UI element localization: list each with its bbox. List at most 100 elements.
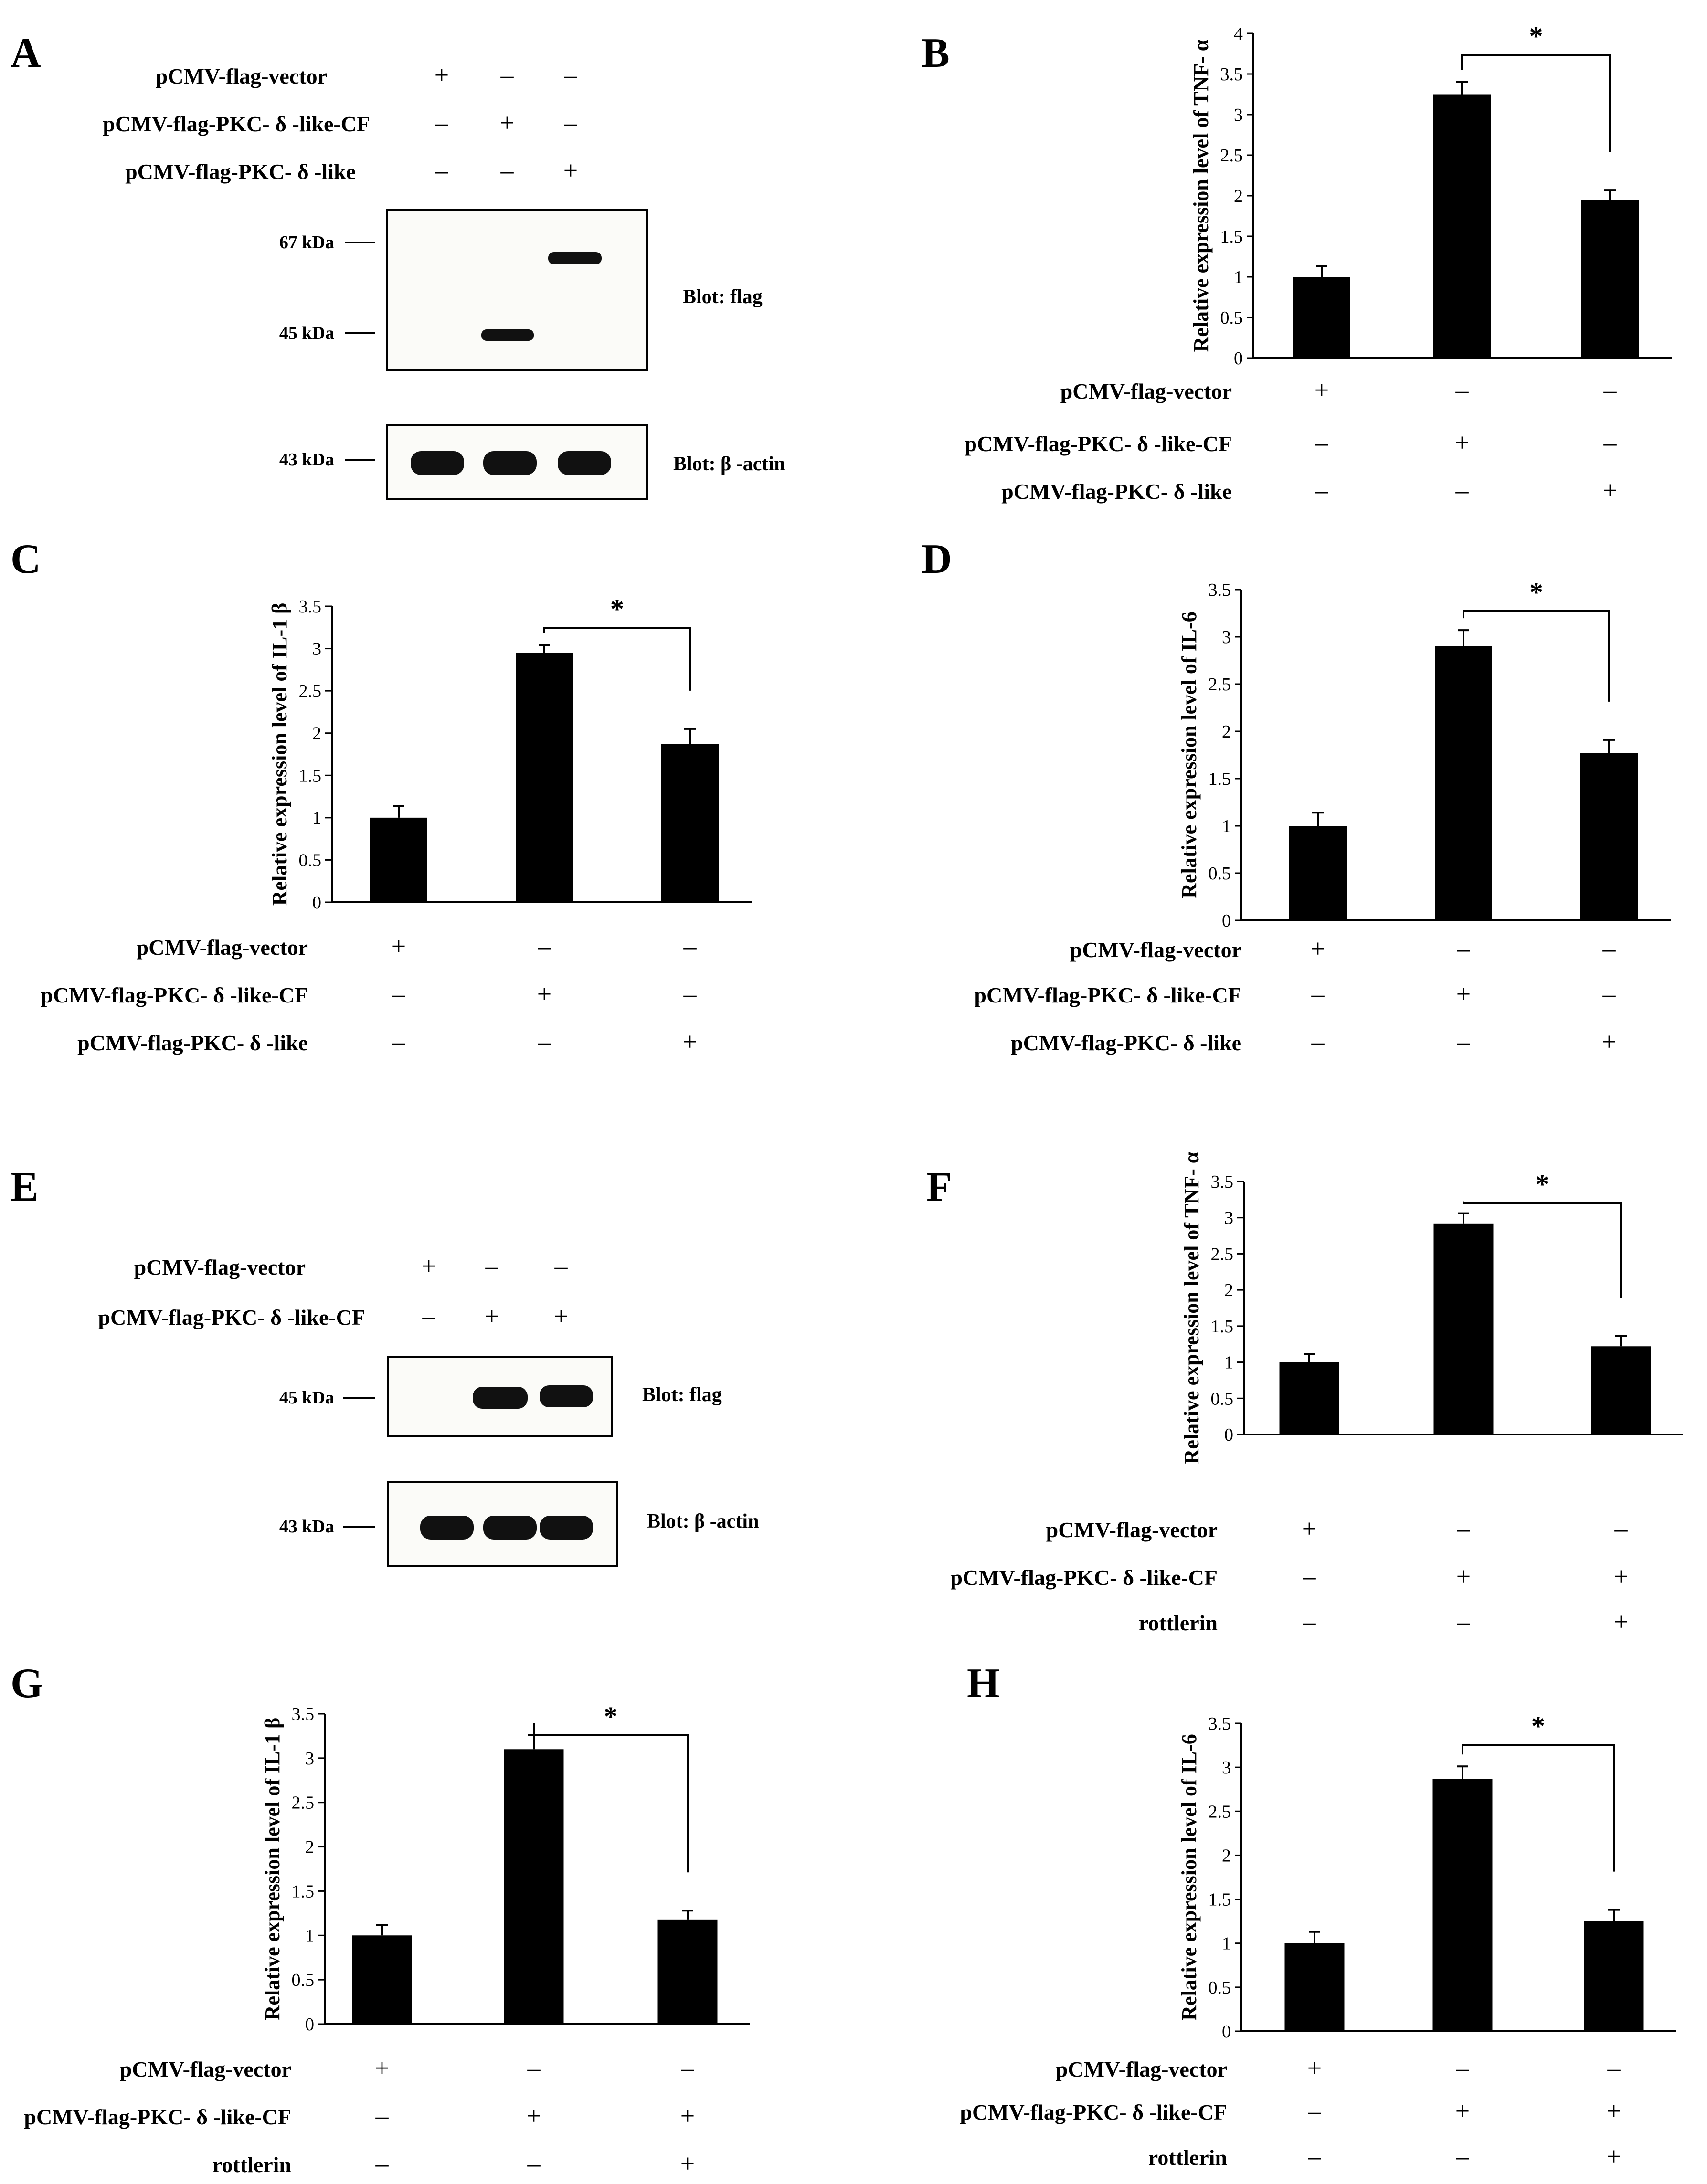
condition-sign: – bbox=[681, 2054, 695, 2082]
blot-band bbox=[548, 252, 602, 264]
y-tick-label: 2 bbox=[1234, 186, 1243, 206]
bar bbox=[1284, 1943, 1345, 2031]
y-tick-label: 2 bbox=[312, 724, 321, 744]
condition-label: pCMV-flag-vector bbox=[120, 2057, 291, 2081]
y-tick-label: 1 bbox=[1222, 816, 1231, 836]
blot-band bbox=[558, 451, 611, 475]
condition-sign: – bbox=[564, 108, 578, 137]
condition-sign: – bbox=[1457, 1607, 1471, 1636]
y-tick-label: 1.5 bbox=[1211, 1317, 1234, 1337]
condition-sign: – bbox=[1602, 934, 1616, 963]
condition-label: pCMV-flag-vector bbox=[134, 1255, 306, 1279]
condition-sign: – bbox=[1308, 2142, 1322, 2171]
condition-sign: – bbox=[375, 2101, 389, 2130]
chart-il6-d: 0 0.5 1 1.5 2 2.5 3 3.5 Relative expression leve… bbox=[974, 577, 1671, 1056]
condition-sign: + bbox=[422, 1252, 436, 1280]
blot-band bbox=[483, 1516, 537, 1540]
panel-e: E pCMV-flag-vector + – – pCMV-flag-PKC- … bbox=[11, 1164, 759, 1567]
chart-il6-h: 0 0.5 1 1.5 2 2.5 3 3.5 Relative expression leve… bbox=[960, 1710, 1676, 2171]
condition-label: rottlerin bbox=[1148, 2145, 1227, 2170]
significance-bracket bbox=[1461, 54, 1611, 152]
significance-bracket bbox=[1463, 1201, 1622, 1298]
y-tick-label: 0 bbox=[1222, 2022, 1231, 2042]
y-tick-label: 0.5 bbox=[292, 1970, 315, 1990]
condition-sign: – bbox=[1311, 980, 1325, 1008]
condition-sign: – bbox=[1603, 428, 1617, 457]
y-tick-label: 3 bbox=[305, 1749, 314, 1769]
y-tick-label: 0.5 bbox=[1220, 308, 1243, 328]
condition-label: pCMV-flag-vector bbox=[156, 64, 327, 88]
bar bbox=[1289, 826, 1347, 920]
significance-star: * bbox=[610, 593, 624, 624]
y-tick-label: 0.5 bbox=[299, 850, 322, 870]
chart-il1-beta-g: 0 0.5 1 1.5 2 2.5 3 3.5 Relative expression leve… bbox=[24, 1701, 750, 2178]
significance-bracket bbox=[533, 1723, 689, 1873]
condition-sign: – bbox=[1614, 1514, 1628, 1543]
condition-sign: + bbox=[680, 2101, 695, 2130]
bar bbox=[1433, 94, 1491, 358]
y-tick-label: 0 bbox=[312, 893, 321, 913]
bar bbox=[1293, 277, 1350, 358]
y-tick-label: 1 bbox=[1224, 1353, 1233, 1373]
significance-star: * bbox=[604, 1701, 618, 1732]
condition-sign: – bbox=[538, 1027, 551, 1056]
condition-sign: – bbox=[1455, 376, 1469, 404]
blot-label: Blot: flag bbox=[683, 286, 763, 308]
condition-sign: – bbox=[1456, 2054, 1470, 2082]
bar bbox=[1581, 200, 1639, 358]
condition-label: rottlerin bbox=[212, 2152, 291, 2177]
condition-label: pCMV-flag-PKC- δ -like-CF bbox=[41, 983, 308, 1007]
condition-sign: + bbox=[537, 980, 551, 1008]
condition-sign: – bbox=[1607, 2054, 1621, 2082]
bar bbox=[352, 1935, 412, 2024]
y-tick-label: 1.5 bbox=[292, 1881, 315, 1901]
y-tick-label: 2 bbox=[305, 1837, 314, 1857]
panel-label-e: E bbox=[11, 1164, 39, 1210]
marker-label: 45 kDa bbox=[279, 323, 334, 343]
condition-sign: + bbox=[392, 932, 406, 960]
y-tick-label: 0 bbox=[305, 2015, 314, 2035]
condition-label: pCMV-flag-vector bbox=[1046, 1518, 1218, 1542]
condition-sign: + bbox=[375, 2054, 389, 2082]
condition-sign: – bbox=[1308, 2097, 1322, 2125]
condition-sign: + bbox=[680, 2149, 695, 2178]
y-tick-label: 0 bbox=[1224, 1425, 1233, 1445]
condition-sign: + bbox=[1456, 1562, 1471, 1591]
significance-bracket bbox=[1463, 610, 1610, 702]
condition-sign: + bbox=[485, 1302, 499, 1330]
condition-sign: – bbox=[527, 2149, 541, 2178]
y-tick-label: 3 bbox=[1222, 627, 1231, 647]
bar bbox=[1584, 1921, 1644, 2031]
condition-sign: + bbox=[1455, 2097, 1470, 2125]
condition-label: pCMV-flag-PKC- δ -like-CF bbox=[950, 1565, 1218, 1590]
condition-label: pCMV-flag-PKC- δ -like bbox=[1001, 479, 1232, 504]
y-tick-label: 3 bbox=[1234, 105, 1243, 125]
condition-sign: + bbox=[1614, 1562, 1628, 1591]
panel-a: A pCMV-flag-vector + – – pCMV-flag-PKC- … bbox=[11, 30, 785, 500]
y-axis-title: Relative expression level of TNF- α bbox=[1189, 39, 1213, 352]
bar bbox=[1432, 1779, 1493, 2031]
bar bbox=[1433, 1223, 1494, 1435]
panel-label-a: A bbox=[11, 30, 41, 76]
panel-label-h: H bbox=[967, 1660, 999, 1707]
significance-star: * bbox=[1529, 21, 1543, 52]
y-tick-label: 0.5 bbox=[1211, 1389, 1234, 1409]
blot-band bbox=[540, 1516, 593, 1540]
blot-band bbox=[420, 1516, 474, 1540]
y-tick-label: 2.5 bbox=[1220, 146, 1243, 166]
condition-sign: – bbox=[1315, 428, 1329, 457]
blot-label: Blot: flag bbox=[642, 1384, 722, 1406]
marker-label: 45 kDa bbox=[279, 1388, 334, 1408]
condition-sign: – bbox=[500, 61, 514, 89]
condition-label: pCMV-flag-PKC- δ -like-CF bbox=[965, 432, 1232, 456]
condition-sign: + bbox=[1602, 1027, 1616, 1056]
significance-star: * bbox=[1531, 1710, 1545, 1741]
y-tick-label: 3 bbox=[1224, 1208, 1233, 1228]
condition-sign: – bbox=[500, 156, 514, 185]
condition-label: pCMV-flag-PKC- δ -like bbox=[1011, 1031, 1241, 1055]
condition-sign: + bbox=[435, 61, 449, 89]
y-tick-label: 0.5 bbox=[1209, 864, 1231, 884]
condition-sign: – bbox=[538, 932, 551, 960]
panel-label-g: G bbox=[11, 1660, 43, 1707]
